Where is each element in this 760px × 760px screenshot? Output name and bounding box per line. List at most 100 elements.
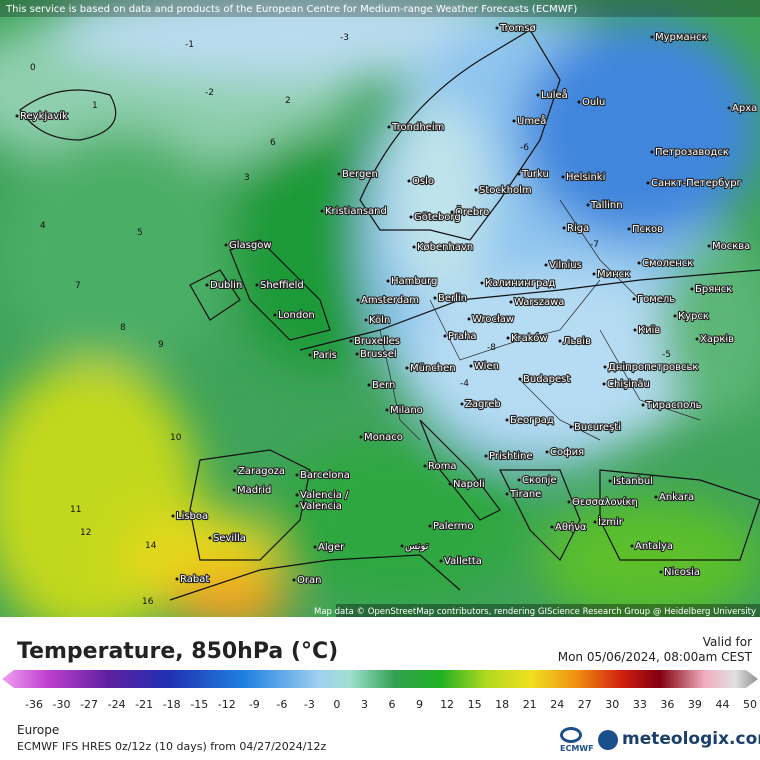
model: ECMWF IFS HRES 0z/12z (10 days) from 04/… [17, 740, 327, 753]
city-label: Prishtine [489, 451, 532, 462]
colorbar-tick-label: -24 [108, 698, 126, 711]
city-dot [561, 175, 565, 179]
city-label: Sheffield [260, 280, 304, 291]
city-label: İzmir [598, 515, 624, 528]
contour-label: 5 [137, 228, 143, 238]
city-dot [469, 364, 473, 368]
city-dot [707, 244, 711, 248]
colorbar-tick-label: 15 [468, 698, 482, 711]
city-label: Trondheim [391, 122, 444, 133]
city-label: Valletta [444, 556, 482, 567]
contour-label: 0 [30, 63, 36, 73]
city-label: Vilnius [549, 260, 582, 271]
ecmwf-icon [560, 727, 582, 743]
city-label: Madrid [237, 485, 271, 496]
city-label: Дніпропетровськ [608, 361, 698, 373]
city-dot [292, 578, 296, 582]
city-label: Palermo [433, 521, 473, 532]
colorbar-tick-label: -30 [53, 698, 71, 711]
city-labels: Reykjavík Tromsø Мурманск Luleå Oulu Арха Tron… [15, 22, 758, 587]
city-label: Monaco [364, 432, 403, 443]
city-label: Roma [428, 461, 457, 472]
contour-label: 3 [244, 173, 250, 183]
city-dot [518, 377, 522, 381]
city-dot [400, 544, 404, 548]
notice: This service is based on data and produc… [5, 4, 577, 15]
city-dot [474, 188, 478, 192]
colorbar-tick-label: 27 [578, 698, 592, 711]
city-label: Lisboa [176, 511, 208, 522]
city-label: Berlin [438, 293, 467, 304]
colorbar-tick-label: -3 [304, 698, 315, 711]
city-label: Zagreb [465, 399, 501, 410]
city-dot [450, 210, 454, 214]
city-dot [603, 365, 607, 369]
city-dot [255, 283, 259, 287]
city-label: Bergen [342, 169, 378, 180]
city-dot [558, 339, 562, 343]
city-label: Петрозаводск [655, 147, 729, 158]
city-label: Bern [372, 380, 395, 391]
city-label: Göteborg [414, 212, 461, 223]
valid-label: Valid for [702, 635, 752, 649]
colorbar-tick-label: -12 [218, 698, 236, 711]
city-label: Warszawa [514, 297, 564, 308]
city-dot [407, 179, 411, 183]
contour-label: -1 [185, 40, 194, 50]
city-dot [480, 281, 484, 285]
city-label: Napoli [453, 479, 485, 490]
city-dot [412, 245, 416, 249]
city-dot [433, 296, 437, 300]
legend-title: Temperature, 850hPa (°C) [17, 639, 339, 664]
city-label: Београд [510, 415, 554, 426]
city-dot [320, 209, 324, 213]
contour-label: 14 [145, 541, 157, 551]
city-label: Köln [369, 315, 390, 326]
colorbar-ticks: -36 -30 -27 -24 -21 -18 -15 -12 -9 -6 -3 0 3 6 9 12 15 18… [25, 698, 757, 711]
city-dot [550, 525, 554, 529]
contour-label: -8 [487, 343, 496, 353]
city-dot [654, 495, 658, 499]
city-label: London [278, 310, 315, 321]
city-label: Tirane [509, 489, 541, 500]
city-label: Rabat [180, 574, 209, 585]
city-label: Oran [297, 575, 321, 586]
city-label: Tallinn [590, 200, 623, 211]
colorbar-tick-label: 44 [715, 698, 729, 711]
city-label: Oulu [582, 97, 605, 108]
city-label: Barcelona [300, 470, 350, 481]
city-dot [633, 328, 637, 332]
city-dot [517, 172, 521, 176]
city-dot [673, 314, 677, 318]
brand-icon [598, 730, 618, 750]
colorbar-tick-label: 50 [743, 698, 757, 711]
colorbar-tick-label: -21 [135, 698, 153, 711]
city-label: تونس [405, 541, 429, 552]
city-dot [727, 106, 731, 110]
city-label: Львів [563, 335, 591, 347]
colorbar-tick-label: 6 [389, 698, 396, 711]
city-dot [650, 35, 654, 39]
city-label: Θεσσαλονίκη [572, 496, 638, 508]
city-dot [15, 114, 19, 118]
city-label: Riga [567, 223, 589, 234]
colorbar-tick-label: -18 [163, 698, 181, 711]
city-dot [448, 482, 452, 486]
city-dot [630, 544, 634, 548]
city-dot [364, 318, 368, 322]
contour-label: 8 [120, 323, 126, 333]
contour-label: 10 [170, 433, 182, 443]
city-label: Минск [597, 269, 630, 280]
city-dot [509, 300, 513, 304]
city-label: Kraków [511, 332, 548, 344]
city-dot [562, 226, 566, 230]
city-dot [536, 93, 540, 97]
city-label: Москва [712, 241, 750, 252]
city-dot [506, 336, 510, 340]
city-dot [593, 520, 597, 524]
city-dot [224, 243, 228, 247]
city-label: Istanbul [613, 476, 653, 487]
colorbar-tick-label: 36 [660, 698, 674, 711]
colorbar-tick-label: -15 [190, 698, 208, 711]
